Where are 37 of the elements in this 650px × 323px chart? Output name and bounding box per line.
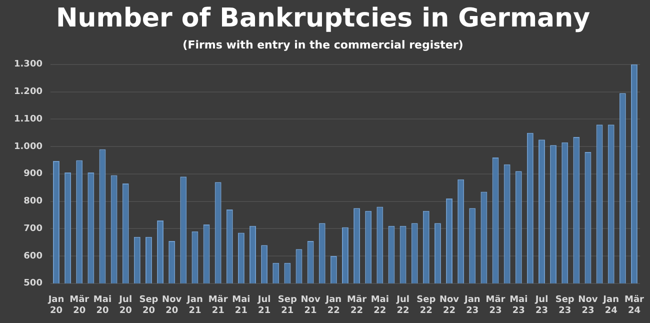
x-tick-label: Sep 21	[278, 295, 298, 316]
x-tick-label: Jul 23	[534, 295, 548, 316]
x-tick-label: Jan 21	[186, 295, 203, 316]
x-tick-label: Nov 23	[578, 295, 598, 316]
x-tick-label: Jul 20	[118, 295, 132, 316]
chart-subtitle: (Firms with entry in the commercial register)	[182, 38, 464, 52]
y-tick-label: 500	[24, 278, 42, 289]
x-tick-label: Sep 22	[416, 295, 436, 316]
y-tick-label: 800	[24, 196, 42, 207]
x-tick-label: Mär 20	[70, 295, 90, 316]
x-tick-label: Jan 22	[324, 295, 342, 316]
x-tick-label: Nov 21	[300, 295, 320, 316]
x-tick-label: Mai 23	[510, 295, 528, 316]
x-tick-label: Mai 21	[232, 295, 250, 316]
x-tick-label: Nov 20	[162, 295, 182, 316]
x-tick-label: Nov 22	[439, 295, 460, 316]
x-tick-label: Mär 21	[208, 295, 228, 316]
x-tick-label: Jan 23	[463, 295, 480, 316]
y-tick-label: 1.200	[14, 87, 42, 98]
y-tick-label: 1.000	[14, 142, 42, 152]
x-tick-label: Jul 21	[256, 295, 271, 316]
x-tick-label: Jan 24	[602, 295, 620, 316]
y-tick-label: 700	[24, 224, 42, 234]
x-tick-label: Mär 22	[347, 295, 368, 316]
x-tick-label: Jan 20	[47, 295, 64, 316]
y-tick-label: 600	[24, 251, 42, 262]
x-tick-label: Mär 24	[624, 295, 645, 316]
x-tick-label: Mär 23	[486, 295, 506, 316]
x-tick-label: Sep 20	[139, 295, 159, 316]
x-tick-label: Sep 23	[555, 295, 575, 316]
chart-title: Number of Bankruptcies in Germany	[56, 3, 590, 34]
y-tick-label: 900	[24, 169, 42, 180]
x-tick-label: Jul 22	[396, 295, 410, 316]
x-tick-label: Mai 22	[370, 295, 389, 316]
x-tick-label: Mai 20	[93, 295, 112, 316]
y-tick-label: 1.300	[14, 60, 42, 70]
y-tick-label: 1.100	[14, 114, 42, 124]
